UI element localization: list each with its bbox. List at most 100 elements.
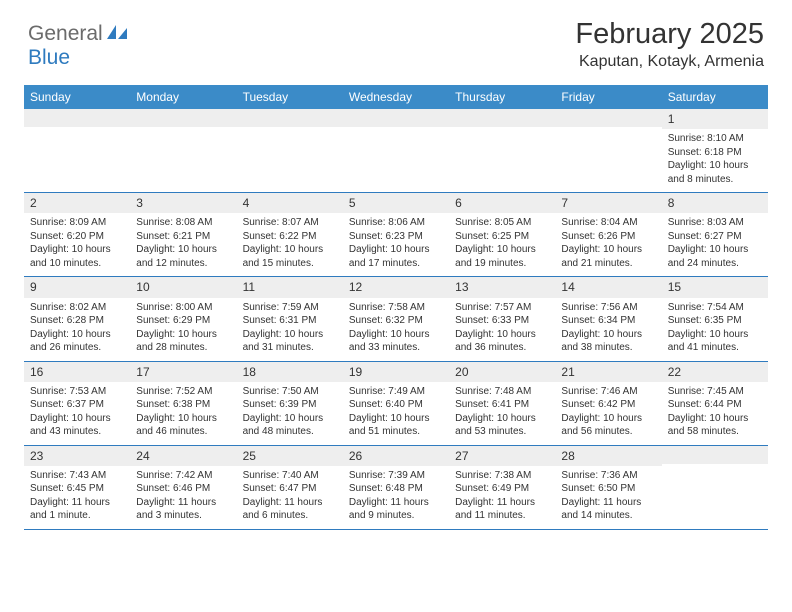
cell-daylight1: Daylight: 11 hours xyxy=(455,496,549,510)
cell-sunset: Sunset: 6:34 PM xyxy=(561,314,655,328)
cell-sunset: Sunset: 6:50 PM xyxy=(561,482,655,496)
cell-sunset: Sunset: 6:40 PM xyxy=(349,398,443,412)
cell-daylight2: and 3 minutes. xyxy=(136,509,230,523)
day-number: 16 xyxy=(24,362,130,382)
cell-daylight1: Daylight: 10 hours xyxy=(668,412,762,426)
calendar-cell: 4Sunrise: 8:07 AMSunset: 6:22 PMDaylight… xyxy=(237,193,343,276)
calendar-cell: 13Sunrise: 7:57 AMSunset: 6:33 PMDayligh… xyxy=(449,277,555,360)
cell-daylight2: and 10 minutes. xyxy=(30,257,124,271)
day-number-blank xyxy=(24,109,130,127)
day-number: 2 xyxy=(24,193,130,213)
cell-sunset: Sunset: 6:44 PM xyxy=(668,398,762,412)
calendar-cell: 14Sunrise: 7:56 AMSunset: 6:34 PMDayligh… xyxy=(555,277,661,360)
calendar-cell: 9 Sunrise: 8:02 AMSunset: 6:28 PMDaylight… xyxy=(24,277,130,360)
calendar-cell xyxy=(555,109,661,192)
cell-daylight1: Daylight: 10 hours xyxy=(243,328,337,342)
weekday-wednesday: Wednesday xyxy=(343,85,449,109)
cell-daylight1: Daylight: 10 hours xyxy=(561,412,655,426)
cell-sunset: Sunset: 6:35 PM xyxy=(668,314,762,328)
calendar-week: 23 Sunrise: 7:43 AMSunset: 6:45 PM Dayligh… xyxy=(24,446,768,530)
calendar-cell: 19Sunrise: 7:49 AMSunset: 6:40 PMDayligh… xyxy=(343,362,449,445)
calendar-cell: 3Sunrise: 8:08 AMSunset: 6:21 PMDaylight… xyxy=(130,193,236,276)
day-number: 15 xyxy=(662,277,768,297)
cell-sunrise: Sunrise: 7:48 AM xyxy=(455,385,549,399)
cell-daylight1: Daylight: 10 hours xyxy=(30,243,124,257)
calendar-cell: 15Sunrise: 7:54 AMSunset: 6:35 PMDayligh… xyxy=(662,277,768,360)
logo-text-general: General xyxy=(28,22,103,46)
cell-daylight1: Daylight: 10 hours xyxy=(30,412,124,426)
day-number: 12 xyxy=(343,277,449,297)
day-number: 11 xyxy=(237,277,343,297)
cell-sunset: Sunset: 6:46 PM xyxy=(136,482,230,496)
cell-sunrise: Sunrise: 7:43 AM xyxy=(30,469,124,483)
cell-sunrise: Sunrise: 8:02 AM xyxy=(30,301,124,315)
cell-sunrise: Sunrise: 7:52 AM xyxy=(136,385,230,399)
cell-sunrise: Sunrise: 8:05 AM xyxy=(455,216,549,230)
day-number: 9 xyxy=(24,277,130,297)
day-number: 18 xyxy=(237,362,343,382)
calendar: Sunday Monday Tuesday Wednesday Thursday… xyxy=(24,85,768,530)
calendar-cell: 23Sunrise: 7:43 AMSunset: 6:45 PMDayligh… xyxy=(24,446,130,529)
cell-sunrise: Sunrise: 8:08 AM xyxy=(136,216,230,230)
cell-daylight1: Daylight: 11 hours xyxy=(349,496,443,510)
cell-daylight1: Daylight: 10 hours xyxy=(668,243,762,257)
cell-daylight1: Daylight: 10 hours xyxy=(349,243,443,257)
cell-daylight2: and 21 minutes. xyxy=(561,257,655,271)
logo-text-blue: Blue xyxy=(28,46,70,69)
calendar-cell: 21Sunrise: 7:46 AMSunset: 6:42 PMDayligh… xyxy=(555,362,661,445)
calendar-cell: 16Sunrise: 7:53 AMSunset: 6:37 PMDayligh… xyxy=(24,362,130,445)
cell-daylight2: and 36 minutes. xyxy=(455,341,549,355)
cell-daylight2: and 6 minutes. xyxy=(243,509,337,523)
cell-daylight1: Daylight: 10 hours xyxy=(455,243,549,257)
cell-daylight1: Daylight: 10 hours xyxy=(668,159,762,173)
cell-sunrise: Sunrise: 7:57 AM xyxy=(455,301,549,315)
cell-daylight2: and 1 minute. xyxy=(30,509,124,523)
day-number: 23 xyxy=(24,446,130,466)
calendar-cell: 12Sunrise: 7:58 AMSunset: 6:32 PMDayligh… xyxy=(343,277,449,360)
cell-daylight1: Daylight: 10 hours xyxy=(243,243,337,257)
cell-daylight1: Daylight: 10 hours xyxy=(349,412,443,426)
weekday-thursday: Thursday xyxy=(449,85,555,109)
cell-daylight2: and 24 minutes. xyxy=(668,257,762,271)
day-number: 28 xyxy=(555,446,661,466)
day-number: 21 xyxy=(555,362,661,382)
cell-daylight2: and 33 minutes. xyxy=(349,341,443,355)
cell-sunrise: Sunrise: 7:36 AM xyxy=(561,469,655,483)
cell-sunset: Sunset: 6:45 PM xyxy=(30,482,124,496)
calendar-cell: 25Sunrise: 7:40 AMSunset: 6:47 PMDayligh… xyxy=(237,446,343,529)
calendar-cell: 17Sunrise: 7:52 AMSunset: 6:38 PMDayligh… xyxy=(130,362,236,445)
day-number-blank xyxy=(237,109,343,127)
logo-sail-icon xyxy=(107,24,129,45)
cell-daylight2: and 41 minutes. xyxy=(668,341,762,355)
calendar-cell xyxy=(343,109,449,192)
logo: General xyxy=(28,22,129,46)
cell-sunset: Sunset: 6:26 PM xyxy=(561,230,655,244)
day-number: 25 xyxy=(237,446,343,466)
calendar-cell xyxy=(237,109,343,192)
cell-daylight2: and 17 minutes. xyxy=(349,257,443,271)
day-number: 13 xyxy=(449,277,555,297)
weekday-friday: Friday xyxy=(555,85,661,109)
cell-sunrise: Sunrise: 8:04 AM xyxy=(561,216,655,230)
cell-sunset: Sunset: 6:37 PM xyxy=(30,398,124,412)
calendar-week: 9Sunrise: 8:02 AMSunset: 6:28 PMDaylight… xyxy=(24,277,768,361)
cell-daylight2: and 11 minutes. xyxy=(455,509,549,523)
cell-daylight2: and 14 minutes. xyxy=(561,509,655,523)
cell-sunrise: Sunrise: 7:50 AM xyxy=(243,385,337,399)
cell-daylight2: and 43 minutes. xyxy=(30,425,124,439)
cell-sunset: Sunset: 6:20 PM xyxy=(30,230,124,244)
cell-daylight2: and 38 minutes. xyxy=(561,341,655,355)
cell-daylight2: and 56 minutes. xyxy=(561,425,655,439)
cell-sunrise: Sunrise: 7:56 AM xyxy=(561,301,655,315)
cell-daylight1: Daylight: 11 hours xyxy=(561,496,655,510)
weekday-saturday: Saturday xyxy=(662,85,768,109)
cell-daylight2: and 53 minutes. xyxy=(455,425,549,439)
cell-daylight1: Daylight: 10 hours xyxy=(455,412,549,426)
cell-sunset: Sunset: 6:28 PM xyxy=(30,314,124,328)
calendar-cell: 28 Sunrise: 7:36 AMSunset: 6:50 PMDayligh… xyxy=(555,446,661,529)
calendar-cell xyxy=(449,109,555,192)
cell-daylight1: Daylight: 10 hours xyxy=(561,243,655,257)
cell-daylight1: Daylight: 10 hours xyxy=(30,328,124,342)
cell-daylight2: and 58 minutes. xyxy=(668,425,762,439)
cell-sunset: Sunset: 6:49 PM xyxy=(455,482,549,496)
